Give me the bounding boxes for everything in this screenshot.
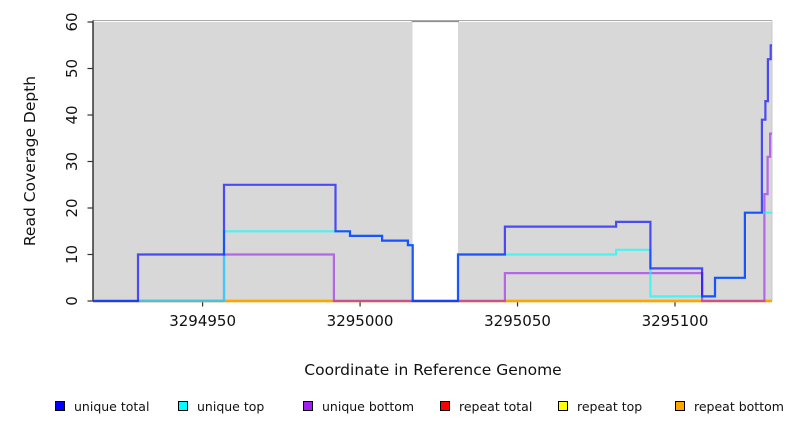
legend-entry-repeat-total: repeat total (440, 398, 532, 414)
legend-swatch-repeat-bottom (675, 401, 685, 411)
legend-label: repeat total (459, 398, 533, 414)
y-tick-label: 0 (63, 296, 81, 306)
x-tick-label: 3295050 (484, 312, 551, 330)
legend-label: repeat bottom (694, 398, 784, 414)
legend-entry-repeat-top: repeat top (558, 398, 642, 414)
y-axis-title: Read Coverage Depth (21, 75, 39, 247)
legend-swatch-repeat-total (440, 401, 450, 411)
x-axis-title: Coordinate in Reference Genome (304, 361, 562, 379)
legend-entry-unique-top: unique top (178, 398, 264, 414)
y-tick-label: 60 (63, 12, 81, 31)
y-tick-label: 50 (63, 59, 81, 78)
plot-band (458, 22, 772, 301)
legend-label: unique bottom (322, 398, 415, 414)
legend-label: repeat top (577, 398, 643, 414)
legend-swatch-unique-top (178, 401, 188, 411)
legend-entry-unique-total: unique total (55, 398, 149, 414)
legend-swatch-unique-bottom (303, 401, 313, 411)
masked-region (412, 21, 459, 301)
plot-band (93, 22, 413, 301)
y-tick-label: 10 (63, 245, 81, 264)
legend-label: unique top (197, 398, 265, 414)
y-tick-label: 30 (63, 152, 81, 171)
series-unique-total (93, 44, 772, 303)
y-tick-label: 20 (63, 198, 81, 217)
legend-swatch-unique-total (55, 401, 65, 411)
x-tick-label: 3294950 (169, 312, 236, 330)
legend-entry-unique-bottom: unique bottom (303, 398, 414, 414)
legend-swatch-repeat-top (558, 401, 568, 411)
y-tick-label: 40 (63, 105, 81, 124)
legend: unique total unique top unique bottom repea… (0, 398, 792, 420)
legend-label: unique total (74, 398, 150, 414)
legend-entry-repeat-bottom: repeat bottom (675, 398, 784, 414)
x-tick-label: 3295100 (642, 312, 709, 330)
x-tick-label: 3295000 (327, 312, 394, 330)
